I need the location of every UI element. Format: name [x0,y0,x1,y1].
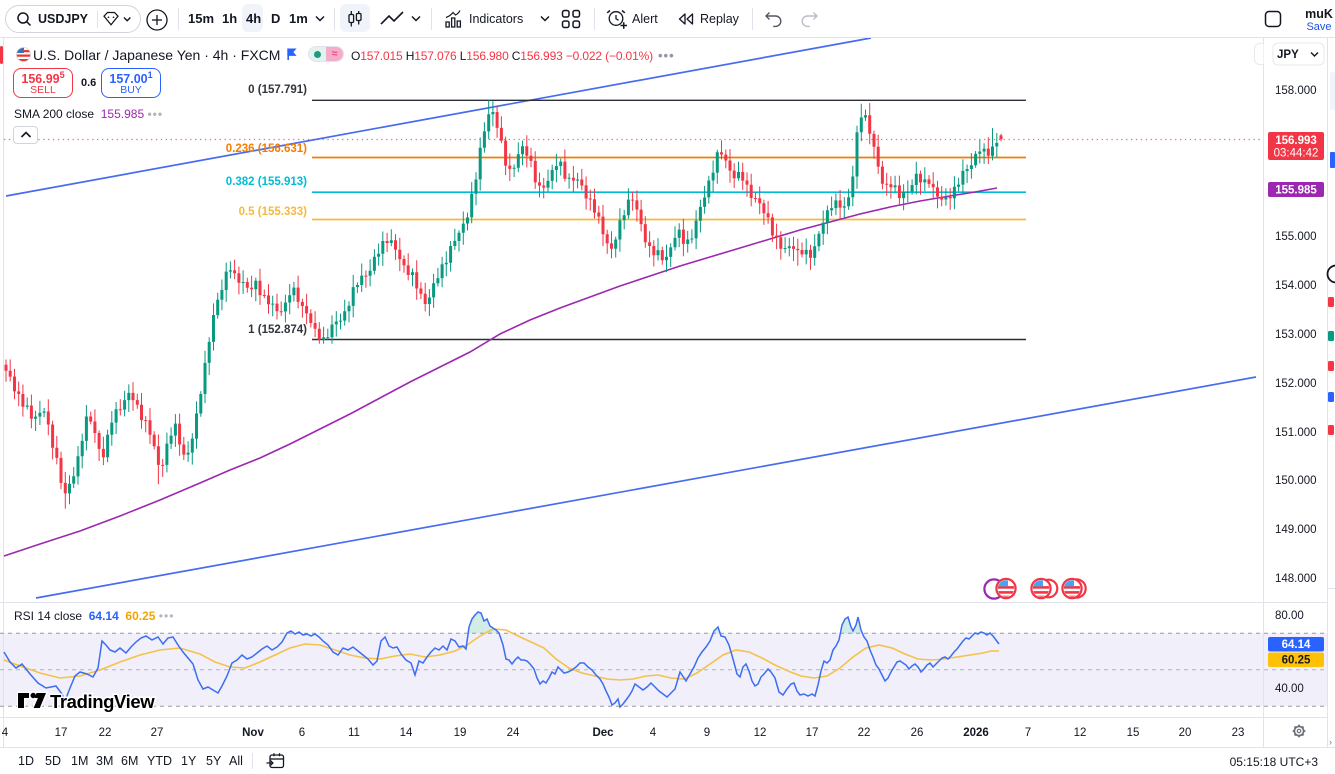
svg-text:26: 26 [911,727,924,739]
svg-text:152.000: 152.000 [1275,378,1317,390]
svg-text:2026: 2026 [963,727,989,739]
svg-text:15: 15 [1127,727,1140,739]
svg-text:60.25: 60.25 [1282,655,1311,667]
svg-text:7: 7 [1025,727,1031,739]
svg-text:12: 12 [754,727,767,739]
svg-text:TradingView: TradingView [50,691,155,712]
svg-text:155.985: 155.985 [1275,185,1317,197]
svg-text:14: 14 [400,727,413,739]
svg-text:156.993: 156.993 [1275,135,1317,147]
svg-text:23: 23 [1232,727,1245,739]
svg-text:27: 27 [151,727,164,739]
svg-text:151.000: 151.000 [1275,427,1317,439]
svg-text:Nov: Nov [242,727,264,739]
svg-text:4: 4 [2,727,9,739]
svg-text:20: 20 [1179,727,1192,739]
svg-text:40.00: 40.00 [1275,683,1304,695]
svg-text:11: 11 [348,727,360,739]
svg-text:149.000: 149.000 [1275,524,1317,536]
svg-text:12: 12 [1074,727,1087,739]
svg-text:22: 22 [858,727,871,739]
svg-text:80.00: 80.00 [1275,610,1304,622]
svg-text:22: 22 [99,727,112,739]
svg-text:17: 17 [806,727,819,739]
svg-text:24: 24 [507,727,520,739]
svg-text:9: 9 [704,727,710,739]
svg-text:153.000: 153.000 [1275,329,1317,341]
svg-text:JPY: JPY [1277,49,1299,61]
svg-text:19: 19 [454,727,467,739]
svg-text:155.000: 155.000 [1275,231,1317,243]
svg-text:›: › [1329,737,1332,747]
svg-text:154.000: 154.000 [1275,280,1317,292]
svg-text:6: 6 [299,727,305,739]
svg-text:150.000: 150.000 [1275,475,1317,487]
svg-text:148.000: 148.000 [1275,573,1317,585]
svg-text:64.14: 64.14 [1282,639,1311,651]
svg-text:Dec: Dec [592,727,614,739]
svg-text:4: 4 [650,727,657,739]
svg-text:03:44:42: 03:44:42 [1274,148,1319,160]
svg-text:17: 17 [55,727,68,739]
svg-text:158.000: 158.000 [1275,85,1317,97]
